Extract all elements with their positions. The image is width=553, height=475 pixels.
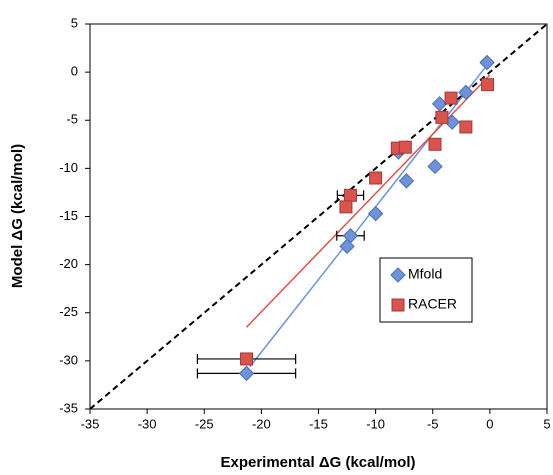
x-tick-label: -10 (366, 416, 385, 431)
marker (427, 158, 443, 175)
marker (240, 352, 254, 366)
plot-frame (89, 23, 548, 410)
marker (398, 173, 415, 189)
marker (238, 365, 255, 382)
legend-label: Mfold (408, 266, 442, 282)
trend-line (245, 74, 491, 328)
marker (428, 137, 442, 151)
marker (458, 84, 474, 101)
x-tick-label: 5 (543, 416, 550, 431)
y-tick-label: 5 (71, 15, 78, 30)
y-tick-label: -30 (59, 352, 78, 367)
marker (479, 54, 495, 71)
marker (431, 96, 448, 112)
y-tick-label: 0 (71, 64, 78, 79)
legend-label: RACER (408, 296, 457, 312)
x-tick-label: -25 (195, 416, 214, 431)
marker (459, 120, 473, 134)
marker (339, 200, 353, 214)
marker (435, 110, 449, 124)
x-tick-label: -5 (427, 416, 439, 431)
marker (367, 205, 384, 222)
identity-line (89, 23, 548, 410)
y-tick-label: -15 (59, 208, 78, 223)
y-tick-label: -25 (59, 304, 78, 319)
marker (339, 238, 355, 255)
y-tick-label: -35 (59, 400, 78, 415)
y-tick-label: -5 (66, 112, 78, 127)
y-axis-title: Model ΔG (kcal/mol) (9, 144, 26, 288)
legend-marker (391, 298, 405, 312)
x-tick-label: 0 (486, 416, 493, 431)
marker (398, 140, 412, 154)
marker (444, 91, 458, 105)
x-tick-label: -35 (81, 416, 100, 431)
marker (481, 78, 495, 92)
marker (343, 188, 357, 202)
x-tick-label: -15 (309, 416, 328, 431)
x-tick-label: -30 (138, 416, 157, 431)
y-tick-label: -20 (59, 256, 78, 271)
x-tick-label: -20 (252, 416, 271, 431)
legend-marker (390, 267, 406, 283)
marker (369, 171, 383, 185)
y-tick-label: -10 (59, 160, 78, 175)
x-axis-title: Experimental ΔG (kcal/mol) (220, 454, 415, 471)
